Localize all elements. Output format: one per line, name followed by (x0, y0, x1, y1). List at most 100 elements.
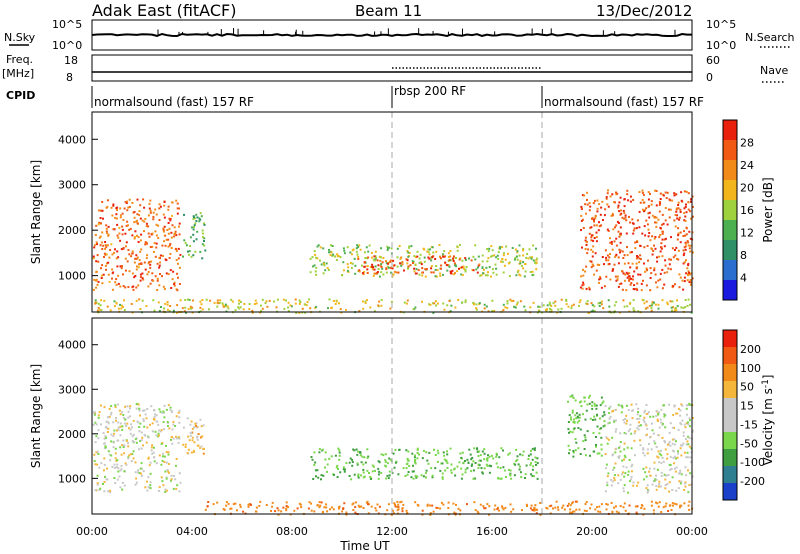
heatmap-cell (675, 309, 678, 312)
heatmap-cell (375, 256, 378, 259)
heatmap-cell (175, 259, 178, 261)
heatmap-cell (658, 426, 661, 429)
heatmap-cell (365, 246, 368, 249)
heatmap-cell (282, 298, 285, 301)
heatmap-cell (432, 271, 435, 274)
heatmap-cell (111, 268, 114, 271)
heatmap-cell (676, 217, 679, 220)
heatmap-cell (325, 503, 327, 506)
heatmap-cell (689, 210, 692, 213)
heatmap-cell (623, 432, 626, 434)
heatmap-cell (571, 395, 574, 398)
heatmap-cell (156, 277, 159, 280)
heatmap-cell (376, 259, 379, 262)
heatmap-cell (177, 441, 180, 444)
heatmap-cell (196, 435, 199, 438)
heatmap-cell (562, 504, 565, 507)
power-ylabel: Slant Range [km] (29, 160, 43, 264)
heatmap-cell (622, 419, 625, 421)
heatmap-cell (603, 424, 606, 427)
heatmap-cell (613, 479, 616, 482)
heatmap-cell (571, 411, 574, 414)
heatmap-cell (678, 216, 681, 219)
power-panel-frame (91, 111, 693, 313)
heatmap-cell (643, 507, 646, 510)
heatmap-cell (395, 271, 398, 274)
heatmap-cell (351, 464, 354, 467)
heatmap-cell (175, 199, 178, 202)
heatmap-cell (581, 194, 584, 197)
heatmap-cell (111, 288, 114, 291)
heatmap-cell (577, 427, 580, 429)
heatmap-cell (483, 458, 486, 461)
heatmap-cell (106, 205, 109, 208)
heatmap-cell (617, 204, 620, 207)
heatmap-cell (655, 501, 657, 504)
heatmap-cell (387, 477, 390, 480)
heatmap-cell (343, 470, 346, 473)
heatmap-cell (646, 491, 649, 494)
heatmap-cell (98, 308, 101, 311)
heatmap-cell (255, 506, 258, 509)
heatmap-cell (456, 270, 459, 273)
heatmap-cell (171, 214, 173, 217)
heatmap-cell (514, 256, 517, 259)
heatmap-cell (384, 459, 387, 462)
heatmap-cell (358, 310, 361, 312)
heatmap-cell (203, 447, 205, 450)
heatmap-cell (102, 273, 105, 276)
heatmap-cell (597, 229, 600, 232)
heatmap-cell (364, 302, 367, 304)
heatmap-cell (673, 450, 675, 453)
heatmap-cell (655, 204, 658, 207)
heatmap-cell (485, 266, 488, 269)
heatmap-cell (533, 509, 536, 512)
heatmap-cell (600, 396, 603, 399)
heatmap-cell (637, 407, 640, 410)
heatmap-cell (102, 432, 105, 435)
heatmap-cell (166, 469, 169, 471)
heatmap-cell (423, 256, 426, 259)
heatmap-cell (642, 299, 645, 302)
heatmap-cell (582, 268, 584, 271)
heatmap-cell (649, 415, 652, 418)
heatmap-cell (169, 252, 172, 255)
heatmap-cell (583, 400, 586, 403)
heatmap-cell (582, 440, 585, 443)
heatmap-cell (160, 463, 163, 466)
heatmap-cell (630, 478, 633, 481)
heatmap-cell (627, 429, 630, 432)
heatmap-cell (428, 253, 431, 256)
heatmap-cell (601, 200, 604, 203)
heatmap-cell (207, 501, 210, 503)
heatmap-cell (119, 486, 122, 489)
heatmap-cell (678, 480, 681, 483)
heatmap-cell (114, 216, 117, 219)
heatmap-cell (640, 289, 643, 292)
heatmap-cell (298, 299, 301, 302)
heatmap-cell (108, 453, 111, 456)
heatmap-cell (108, 407, 111, 410)
heatmap-cell (258, 504, 261, 507)
heatmap-cell (419, 261, 422, 264)
heatmap-cell (663, 440, 666, 442)
heatmap-cell (473, 447, 476, 450)
heatmap-cell (567, 444, 570, 447)
heatmap-cell (428, 451, 431, 454)
heatmap-cell (546, 507, 549, 510)
velocity-heatmap-panel (92, 318, 694, 516)
heatmap-cell (674, 307, 677, 310)
heatmap-cell (649, 277, 652, 279)
heatmap-cell (591, 250, 594, 253)
heatmap-cell (629, 428, 632, 431)
heatmap-cell (410, 245, 413, 248)
heatmap-cell (368, 244, 371, 247)
heatmap-cell (610, 243, 613, 245)
heatmap-cell (363, 270, 366, 273)
heatmap-cell (657, 307, 660, 310)
heatmap-cell (637, 273, 640, 276)
heatmap-cell (651, 235, 654, 238)
heatmap-cell (118, 226, 121, 229)
heatmap-cell (643, 210, 645, 213)
heatmap-cell (136, 222, 139, 225)
